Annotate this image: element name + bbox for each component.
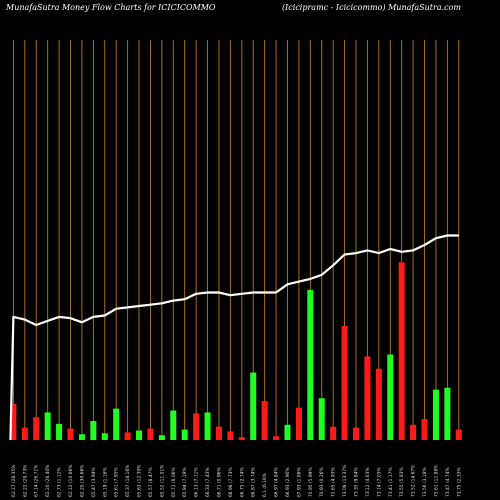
x-tick-label: 66.75 (2.74%: [239, 467, 245, 497]
outflow-bar: [238, 437, 245, 440]
x-tick-label: 73.61 (12.88%: [433, 465, 439, 497]
x-tick-label: 73.47 (4.74%: [445, 467, 451, 497]
x-tick-label: 65.19 (1.16%: [102, 467, 108, 497]
inflow-bar: [158, 435, 165, 440]
x-tick-label: 62.20 (26.40%: [45, 465, 51, 497]
x-tick-label: 66.87 (3.74%: [251, 467, 257, 497]
outflow-bar: [147, 428, 154, 440]
x-tick-label: 67.93 (1.88%: [296, 467, 302, 497]
inflow-bar: [101, 433, 108, 440]
outflow-bar: [10, 403, 17, 440]
x-tick-label: 70.93 (0.26%: [319, 467, 325, 497]
outflow-bar: [295, 407, 302, 440]
outflow-bar: [364, 356, 371, 440]
outflow-bar: [124, 432, 131, 440]
inflow-bar: [250, 372, 257, 440]
outflow-bar: [421, 419, 428, 440]
x-tick-label: 73.52 (14.67%: [411, 465, 417, 497]
inflow-bar: [113, 408, 120, 440]
inflow-bar: [307, 289, 314, 440]
inflow-bar: [181, 429, 188, 440]
x-tick-label: 6.1 (6.16%: [262, 473, 268, 497]
outflow-bar: [375, 368, 382, 440]
outflow-bar: [341, 326, 348, 440]
x-tick-label: 73.35 (9.84%: [354, 467, 360, 497]
x-tick-label: 66.97 (4.84%: [274, 467, 280, 497]
outflow-bar: [67, 428, 74, 440]
x-tick-label: 70.95 (5.99%: [308, 467, 314, 497]
x-tick-label: 66.13 (7.11%: [194, 467, 200, 497]
outflow-bar: [330, 426, 337, 440]
x-tick-label: 62.17 (28.35%: [11, 465, 17, 497]
x-tick-label: 65.57 (8.47%: [148, 467, 154, 497]
inflow-bar: [318, 398, 325, 440]
outflow-bar: [410, 424, 417, 440]
x-tick-label: 66.71 (0.96%: [216, 467, 222, 497]
x-tick-label: 73.14 (7.03%: [376, 467, 382, 497]
x-tick-label: 67.14 (26.71%: [34, 465, 40, 497]
x-tick-label: 65.61 (7.95%: [114, 467, 120, 497]
x-tick-label: 62.20 (30.66%: [79, 465, 85, 497]
x-tick-label: 65.63 (12.30%: [137, 465, 143, 497]
inflow-bar: [444, 387, 451, 440]
money-flow-bars: [10, 262, 462, 440]
x-tick-label: 73.75 (2.33%: [456, 467, 462, 497]
inflow-bar: [44, 412, 51, 440]
price-line: [9, 234, 459, 441]
x-tick-label: 73.55 (5.83%: [399, 467, 405, 497]
outflow-bar: [273, 436, 280, 440]
x-tick-label: 62.73 (1.12%: [57, 467, 63, 497]
inflow-bar: [432, 389, 439, 440]
outflow-bar: [398, 262, 405, 440]
x-tick-label: 73.08 (13.37%: [342, 465, 348, 497]
x-tick-label: 65.37 (18.16%: [125, 465, 131, 497]
x-tick-label: 62.12 (10.66%: [68, 465, 74, 497]
x-tick-label: 66.33 (7.43%: [205, 467, 211, 497]
x-tick-label: 62.22 (28.73%: [22, 465, 28, 497]
outflow-bar: [455, 429, 462, 440]
x-tick-label: 73.56 (3.18%: [422, 467, 428, 497]
outflow-bar: [33, 417, 40, 440]
x-tick-label: 65.47 (3.94%: [91, 467, 97, 497]
outflow-bar: [193, 413, 200, 440]
x-tick-label: 73.12 (4.63%: [365, 467, 371, 497]
inflow-bar: [284, 424, 291, 440]
outflow-bar: [261, 401, 268, 440]
outflow-bar: [227, 431, 234, 440]
x-tick-label: 73.41 (1.17%: [388, 467, 394, 497]
x-tick-label: 65.52 (11.01%: [159, 465, 165, 497]
inflow-bar: [170, 410, 177, 440]
price-line-path: [9, 234, 459, 441]
inflow-bar: [387, 354, 394, 440]
x-tick-label: 72.65 (4.93%: [331, 467, 337, 497]
x-tick-label: 66.98 (7.73%: [228, 467, 234, 497]
chart-subtitle: (Icicipramc - Icicicommo) MunafaSutra.co…: [282, 3, 461, 12]
x-tick-label: 65.72 (8.06%: [171, 467, 177, 497]
outflow-bar: [215, 426, 222, 440]
inflow-bar: [136, 430, 143, 440]
x-tick-label: 66.93 (2.90%: [285, 467, 291, 497]
x-tick-label: 65.94 (7.19%: [182, 467, 188, 497]
x-axis-tick-labels: 62.17 (28.35% 62.22 (28.73% 67.14 (26.71% 6…: [11, 465, 462, 497]
inflow-bar: [204, 412, 211, 440]
grid-lines: [12, 40, 460, 440]
outflow-bar: [353, 427, 359, 440]
inflow-bar: [78, 434, 85, 440]
inflow-bar: [90, 421, 97, 440]
chart-title: MunafaSutra Money Flow Charts for ICICIC…: [6, 3, 216, 12]
inflow-bar: [56, 423, 63, 440]
outflow-bar: [21, 427, 28, 440]
